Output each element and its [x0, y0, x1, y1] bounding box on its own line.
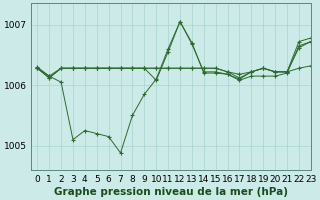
X-axis label: Graphe pression niveau de la mer (hPa): Graphe pression niveau de la mer (hPa) [54, 187, 288, 197]
